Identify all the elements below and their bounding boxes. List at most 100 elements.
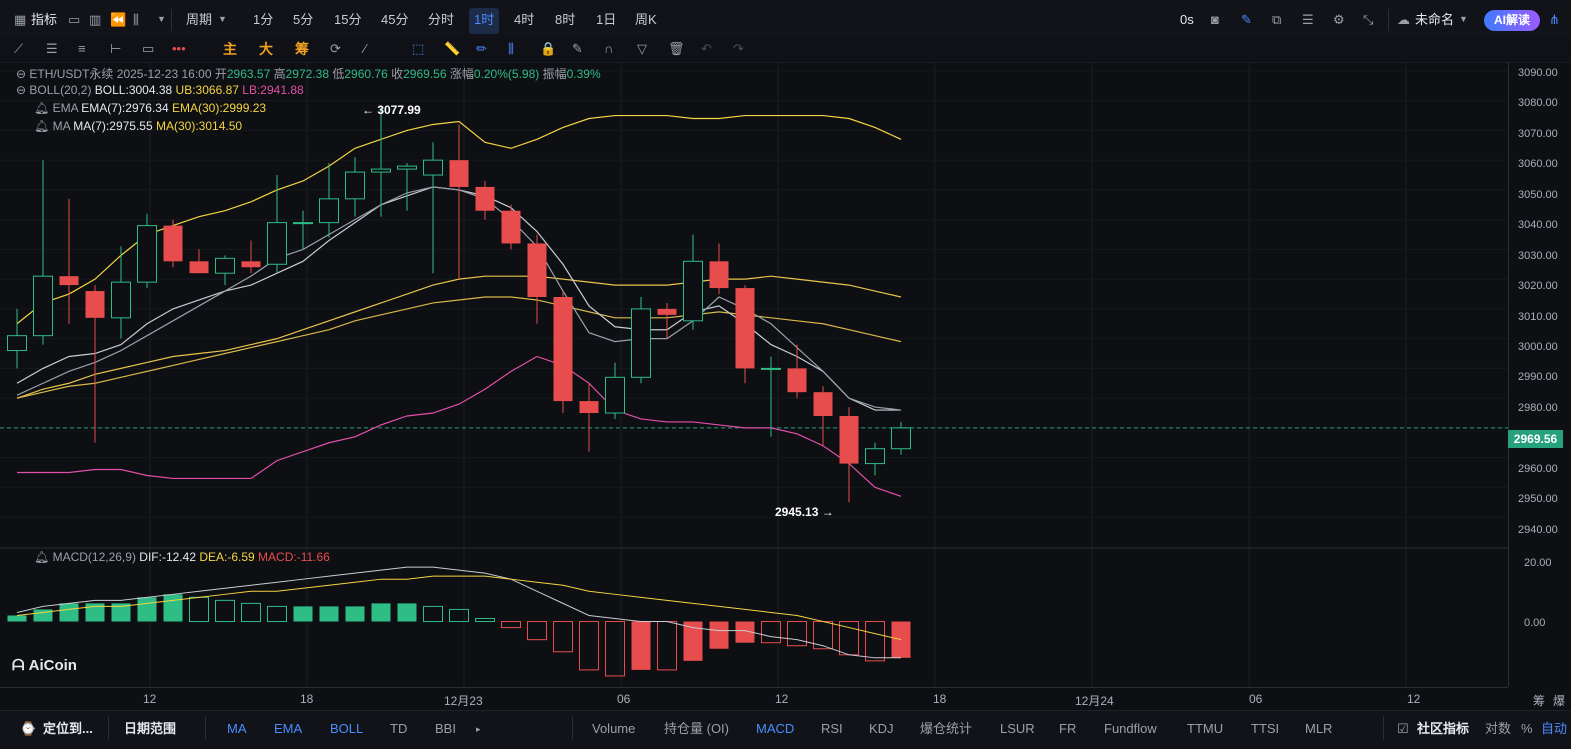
logo-icon: ᗩ — [12, 657, 25, 674]
chevron-down-icon[interactable]: ▼ — [218, 14, 227, 24]
sub-indicator-6[interactable]: LSUR — [1000, 721, 1035, 736]
interval-8[interactable]: 1日 — [596, 12, 617, 27]
bell-icon[interactable]: 🔔︎ — [34, 119, 50, 133]
magnet-icon[interactable]: ∩ — [604, 41, 614, 56]
camera-icon[interactable]: ◙ — [1211, 12, 1219, 27]
shrink-icon[interactable]: ⤡ — [1363, 12, 1374, 27]
interval-7[interactable]: 8时 — [555, 12, 576, 27]
more-tools-icon[interactable]: ••• — [172, 41, 186, 56]
grid-icon[interactable]: ▥ — [89, 12, 102, 27]
sub-indicator-10[interactable]: TTSI — [1251, 721, 1280, 736]
candle-body — [111, 281, 131, 319]
ema-info-line[interactable]: 🔔︎ EMA EMA(7):2976.34 EMA(30):2999.23 — [34, 101, 266, 115]
edit-icon[interactable]: ✎ — [572, 41, 583, 56]
rectangle-icon[interactable]: ▭ — [142, 41, 155, 56]
layout-name-dropdown[interactable]: 未命名 — [1415, 12, 1455, 27]
boll-info-line[interactable]: ⊖ BOLL(20,2) BOLL:3004.38 UB:3066.87 LB:… — [16, 83, 304, 97]
sub-indicator-8[interactable]: Fundflow — [1104, 721, 1157, 736]
price-tick: 3020.00 — [1518, 280, 1558, 292]
hide-toggle-icon[interactable]: ⊖ — [16, 83, 27, 97]
ai-interpret-button[interactable]: AI解读 — [1484, 10, 1540, 31]
undo-icon[interactable]: ↶ — [701, 41, 712, 56]
lock-icon[interactable]: 🔒 — [540, 41, 557, 56]
indicator-button[interactable]: 指标 — [31, 12, 58, 27]
interval-9[interactable]: 周K — [635, 12, 657, 27]
rewind-icon[interactable]: ⏪ — [110, 12, 127, 27]
ma-info-line[interactable]: 🔔︎ MA MA(7):2975.55 MA(30):3014.50 — [34, 119, 242, 133]
date-range-button[interactable]: 日期范围 — [124, 721, 177, 736]
candle-type-icon[interactable]: ⫼ — [133, 12, 139, 27]
macd-bar — [345, 606, 365, 622]
select-icon[interactable]: ⬚ — [412, 41, 425, 56]
candle-body — [137, 225, 157, 283]
main-indicator-bbi[interactable]: BBI — [435, 721, 456, 736]
window-restore-icon[interactable]: ⧉ — [1272, 12, 1282, 27]
refresh-icon[interactable]: ⟳ — [330, 41, 341, 56]
locate-button[interactable]: 定位到... — [43, 721, 93, 736]
settings-icon[interactable]: ⚙ — [1333, 12, 1345, 27]
bell-icon[interactable]: 🔔︎ — [34, 550, 50, 564]
timer[interactable]: 0s — [1180, 12, 1194, 27]
percent-scale-toggle[interactable]: % — [1521, 721, 1533, 736]
sub-indicator-2[interactable]: MACD — [756, 721, 795, 736]
brush-icon[interactable]: ⁄ — [364, 41, 367, 56]
chip-distribution-button[interactable]: 筹 — [295, 41, 309, 57]
interval-2[interactable]: 15分 — [334, 12, 362, 27]
main-indicator-td[interactable]: TD — [390, 721, 408, 736]
sub-indicator-9[interactable]: TTMU — [1187, 721, 1224, 736]
liquidation-toggle[interactable]: 爆 — [1553, 694, 1566, 708]
trash-icon[interactable]: 🗑 — [668, 41, 685, 56]
marker-icon[interactable]: ✏ — [476, 41, 487, 56]
main-indicator-ma[interactable]: MA — [227, 721, 247, 736]
parallel-lines-icon[interactable]: ≡ — [78, 41, 86, 56]
cloud-icon[interactable]: ☁ — [1397, 12, 1410, 27]
candlestick-chart[interactable] — [0, 62, 1508, 687]
bell-icon[interactable]: 🔔︎ — [34, 101, 50, 115]
time-axis[interactable] — [0, 687, 1508, 710]
interval-0[interactable]: 1分 — [253, 12, 274, 27]
community-icon[interactable]: ☑ — [1397, 721, 1409, 736]
interval-5[interactable]: 1时 — [474, 12, 495, 27]
sub-indicator-5[interactable]: 爆仓统计 — [920, 721, 973, 736]
locate-icon[interactable]: ⌚ — [20, 721, 37, 736]
period-dropdown[interactable]: 周期 — [186, 12, 213, 27]
main-chart-button[interactable]: 主 — [223, 41, 237, 57]
share-icon[interactable]: ⋔ — [1549, 12, 1560, 27]
sub-indicator-3[interactable]: RSI — [821, 721, 843, 736]
candle-icon[interactable]: ⫼ — [508, 41, 514, 56]
ruler-icon[interactable]: 📏 — [444, 41, 461, 56]
auto-scale-toggle[interactable]: 自动 — [1541, 721, 1568, 736]
community-indicators-button[interactable]: 社区指标 — [1417, 721, 1470, 736]
main-indicator-more-icon[interactable]: ▸ — [476, 724, 481, 734]
interval-1[interactable]: 5分 — [293, 12, 314, 27]
ma30-value: MA(30):3014.50 — [156, 119, 243, 133]
chip-toggle[interactable]: 筹 — [1533, 694, 1546, 708]
trend-line-icon[interactable]: ⟋ — [14, 41, 24, 56]
sub-indicator-1[interactable]: 持仓量 (OI) — [664, 721, 729, 736]
redo-icon[interactable]: ↷ — [733, 41, 744, 56]
main-indicator-boll[interactable]: BOLL — [330, 721, 364, 736]
macd-hist-value: MACD:-11.66 — [258, 550, 330, 564]
chevron-down-icon[interactable]: ▼ — [1459, 14, 1468, 24]
chevron-down-icon[interactable]: ▼ — [157, 14, 166, 24]
log-scale-toggle[interactable]: 对数 — [1485, 721, 1512, 736]
sub-indicator-7[interactable]: FR — [1059, 721, 1077, 736]
big-order-button[interactable]: 大 — [259, 41, 273, 57]
sub-indicator-0[interactable]: Volume — [592, 721, 636, 736]
interval-6[interactable]: 4时 — [514, 12, 535, 27]
filter-icon[interactable]: ▽ — [637, 41, 647, 56]
hide-toggle-icon[interactable]: ⊖ — [16, 67, 27, 81]
interval-3[interactable]: 45分 — [381, 12, 409, 27]
indicator-icon[interactable]: ▦ — [14, 12, 27, 27]
main-indicator-ema[interactable]: EMA — [274, 721, 303, 736]
horizontal-lines-icon[interactable]: ☰ — [46, 41, 58, 56]
pen-icon[interactable]: ✎ — [1241, 12, 1252, 27]
macd-info-line[interactable]: 🔔︎ MACD(12,26,9) DIF:-12.42 DEA:-6.59 MA… — [34, 550, 330, 564]
price-axis[interactable] — [1508, 62, 1571, 687]
list-icon[interactable]: ☰ — [1302, 12, 1314, 27]
sub-indicator-11[interactable]: MLR — [1305, 721, 1333, 736]
interval-4[interactable]: 分时 — [428, 12, 455, 27]
sub-indicator-4[interactable]: KDJ — [869, 721, 894, 736]
window-icon[interactable]: ▭ — [68, 12, 81, 27]
horizontal-ray-icon[interactable]: ⊢ — [110, 41, 122, 56]
